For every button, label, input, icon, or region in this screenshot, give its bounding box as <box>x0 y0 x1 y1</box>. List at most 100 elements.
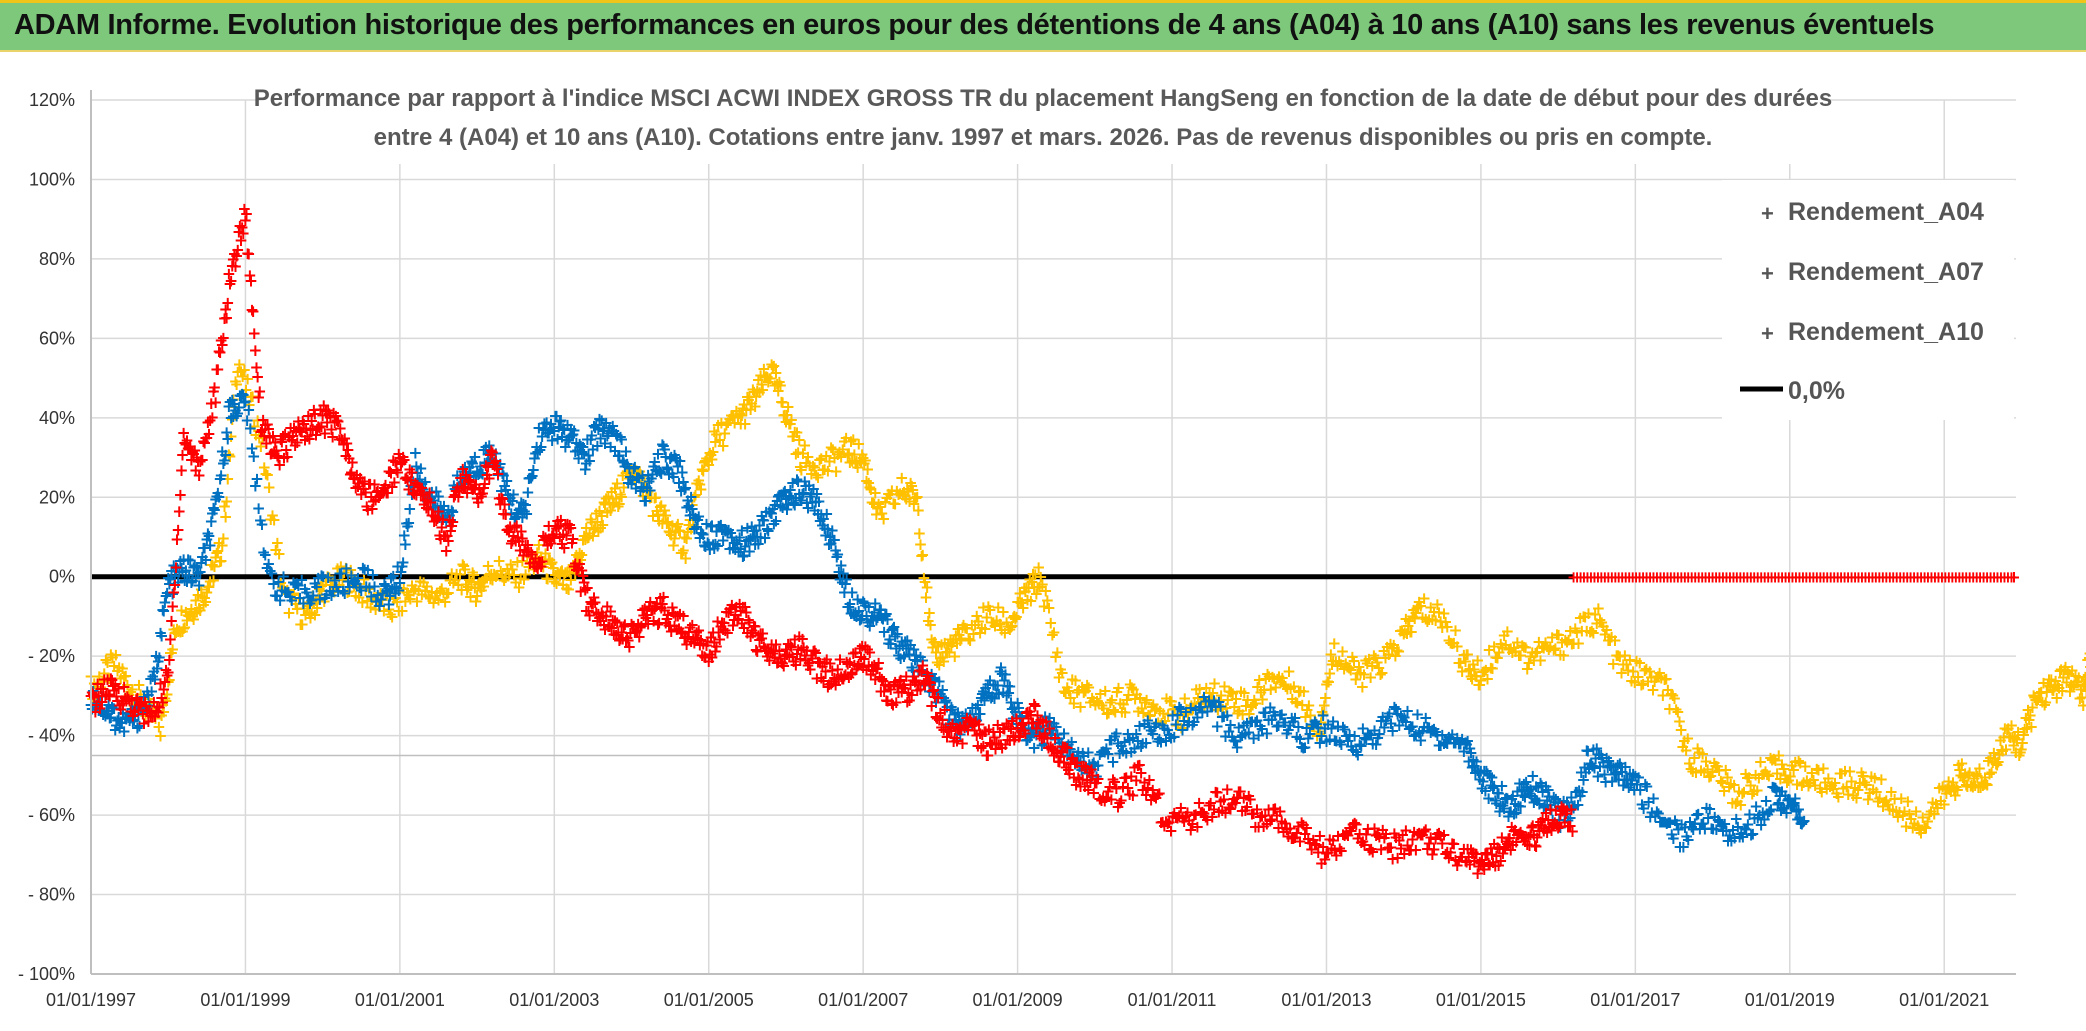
point-Rendement_A04: + <box>307 594 321 614</box>
point-Rendement_A04: + <box>166 640 180 660</box>
point-Rendement_A04: + <box>142 689 156 709</box>
point-Rendement_A04: + <box>156 696 170 716</box>
point-Rendement_A04: + <box>308 605 322 625</box>
point-Rendement_A04: + <box>267 511 281 531</box>
legend-marker-a07: + <box>1761 261 1774 286</box>
point-Rendement_A04: + <box>138 707 152 727</box>
point-Rendement_A04: + <box>314 582 328 602</box>
point-Rendement_A04: + <box>178 618 192 638</box>
zero-segment-points: ++++++++++++++++++++++++++++++++++++++++… <box>1567 568 2021 587</box>
point-Rendement_A04: + <box>210 544 224 564</box>
point-Rendement_A04: + <box>215 536 229 556</box>
point-Rendement_A10: + <box>169 558 183 578</box>
point-Rendement_A04: + <box>218 508 232 528</box>
point-Rendement_A04: + <box>245 387 259 407</box>
point-Rendement_A04: + <box>127 696 141 716</box>
point-Rendement_A04: + <box>272 545 286 565</box>
point-Rendement_A04: + <box>99 651 113 671</box>
x-tick-label: 01/01/2019 <box>1745 990 1835 1010</box>
point-Rendement_A04: + <box>162 670 176 690</box>
point-Rendement_A04: + <box>214 551 228 571</box>
point-Rendement_A04: + <box>285 585 299 605</box>
point-Rendement_A04: + <box>250 411 264 431</box>
point-Rendement_A04: + <box>195 587 209 607</box>
point-Rendement_A04: + <box>237 360 251 380</box>
point-Rendement_A04: + <box>322 568 336 588</box>
point-Rendement_A07: + <box>255 515 269 535</box>
point-Rendement_A04: + <box>145 708 159 728</box>
point-Rendement_A04: + <box>282 603 296 623</box>
point-Rendement_A04: + <box>86 690 100 710</box>
point-Rendement_A04: + <box>174 601 188 621</box>
point-Rendement_A04: + <box>220 492 234 512</box>
point-Rendement_A10: + <box>162 650 176 670</box>
x-tick-label: 01/01/2009 <box>973 990 1063 1010</box>
point-Rendement_A04: + <box>204 555 218 575</box>
point-Rendement_A04: + <box>94 678 108 698</box>
point-Rendement_A10: + <box>163 630 177 650</box>
point-Rendement_A10: + <box>195 451 209 471</box>
point-Rendement_A04: + <box>112 658 126 678</box>
point-Rendement_A04: + <box>280 580 294 600</box>
point-Rendement_A04: + <box>153 727 167 747</box>
y-tick-label: 120% <box>29 90 75 110</box>
point-Rendement_A04: + <box>172 621 186 641</box>
point-Rendement_A04: + <box>344 561 358 581</box>
x-tick-label: 01/01/1997 <box>46 990 136 1010</box>
point-Rendement_A04: + <box>173 622 187 642</box>
point-Rendement_A04: + <box>92 667 106 687</box>
point-zero-segment: + <box>2007 568 2020 587</box>
point-Rendement_A04: + <box>229 375 243 395</box>
point-Rendement_A04: + <box>90 673 104 693</box>
point-Rendement_A04: + <box>207 557 221 577</box>
point-Rendement_A04: + <box>132 676 146 696</box>
point-Rendement_A10: + <box>491 464 505 484</box>
point-Rendement_A04: + <box>228 372 242 392</box>
point-Rendement_A04: + <box>154 706 168 726</box>
point-Rendement_A04: + <box>339 559 353 579</box>
point-Rendement_A10: + <box>446 512 460 532</box>
point-Rendement_A04: + <box>295 615 309 635</box>
point-Rendement_A04: + <box>114 669 128 689</box>
point-Rendement_A04: + <box>100 653 114 673</box>
point-Rendement_A04: + <box>298 605 312 625</box>
point-Rendement_A04: + <box>184 599 198 619</box>
point-Rendement_A04: + <box>170 620 184 640</box>
point-Rendement_A04: + <box>186 610 200 630</box>
x-tick-label: 01/01/2021 <box>1899 990 1989 1010</box>
point-Rendement_A04: + <box>137 698 151 718</box>
point-Rendement_A04: + <box>330 559 344 579</box>
point-Rendement_A04: + <box>259 465 273 485</box>
point-Rendement_A04: + <box>200 583 214 603</box>
point-Rendement_A04: + <box>316 575 330 595</box>
point-Rendement_A10: + <box>211 360 225 380</box>
point-Rendement_A04: + <box>279 582 293 602</box>
point-Rendement_A10: + <box>253 382 267 402</box>
point-Rendement_A04: + <box>239 380 253 400</box>
y-tick-label: - 40% <box>28 726 75 746</box>
point-Rendement_A04: + <box>309 591 323 611</box>
point-Rendement_A04: + <box>221 469 235 489</box>
point-Rendement_A04: + <box>319 572 333 592</box>
point-Rendement_A04: + <box>179 602 193 622</box>
y-tick-label: - 20% <box>28 646 75 666</box>
point-Rendement_A04: + <box>110 661 124 681</box>
point-Rendement_A10: + <box>246 302 260 322</box>
legend: + Rendement_A04 + Rendement_A07 + Rendem… <box>1722 180 2014 420</box>
y-tick-label: - 80% <box>28 885 75 905</box>
point-Rendement_A04: + <box>337 563 351 583</box>
point-Rendement_A10: + <box>221 294 235 314</box>
point-Rendement_A10: + <box>242 244 256 264</box>
point-Rendement_A04: + <box>140 698 154 718</box>
point-Rendement_A10: + <box>566 529 580 549</box>
point-Rendement_A04: + <box>202 577 216 597</box>
legend-label-a10: Rendement_A10 <box>1788 318 1984 346</box>
point-Rendement_A04: + <box>920 578 934 598</box>
point-Rendement_A04: + <box>152 718 166 738</box>
point-Rendement_A04: + <box>254 437 268 457</box>
x-tick-label: 01/01/2007 <box>818 990 908 1010</box>
point-Rendement_A04: + <box>177 619 191 639</box>
point-Rendement_A04: + <box>255 428 269 448</box>
point-Rendement_A04: + <box>89 677 103 697</box>
point-Rendement_A04: + <box>290 599 304 619</box>
